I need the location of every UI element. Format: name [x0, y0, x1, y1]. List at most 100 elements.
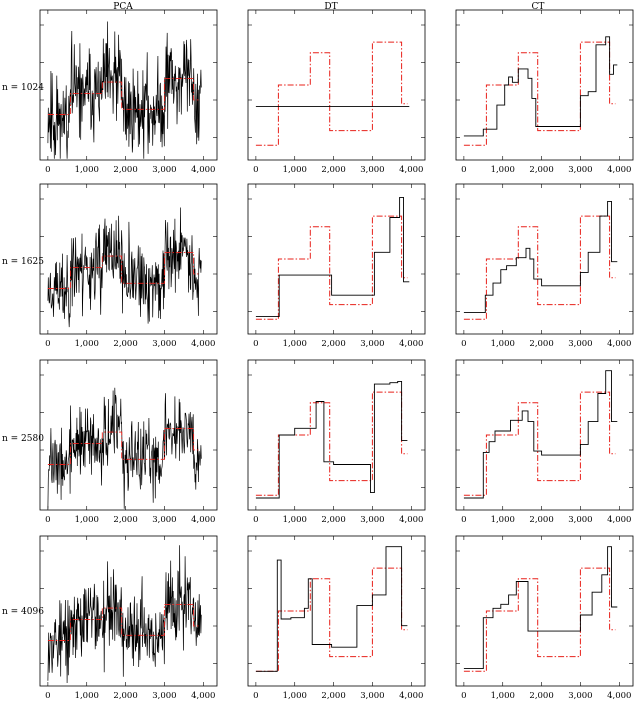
- x-tick-label: 4,000: [191, 165, 215, 175]
- estimate-series-line: [463, 370, 618, 499]
- x-tick-label: 2,000: [321, 691, 345, 701]
- panel-frame: [247, 183, 426, 335]
- x-tick-label: 0: [461, 339, 466, 349]
- x-tick-label: 2,000: [321, 165, 345, 175]
- x-tick-label: 4,000: [399, 165, 423, 175]
- x-tick-label: 3,000: [360, 691, 384, 701]
- x-tick-label: 3,000: [568, 339, 592, 349]
- estimate-series-line: [255, 546, 408, 672]
- x-tick-label: 1,000: [491, 691, 515, 701]
- x-tick-label: 4,000: [399, 339, 423, 349]
- reference-series-line: [255, 215, 408, 320]
- x-tick-label: 0: [461, 691, 466, 701]
- x-tick-label: 0: [461, 165, 466, 175]
- panel-frame: [39, 535, 218, 687]
- row-label-4096: n = 4096: [2, 607, 44, 617]
- reference-series-line: [463, 567, 616, 672]
- x-tick-label: 0: [253, 691, 258, 701]
- x-tick-label: 0: [45, 339, 50, 349]
- x-tick-label: 2,000: [113, 691, 137, 701]
- x-tick-label: 2,000: [113, 339, 137, 349]
- x-tick-label: 0: [45, 691, 50, 701]
- x-tick-label: 3,000: [152, 165, 176, 175]
- x-tick-label: 2,000: [113, 165, 137, 175]
- row-label-2580: n = 2580: [2, 434, 44, 444]
- x-tick-label: 1,000: [75, 691, 99, 701]
- estimate-series-line: [463, 546, 618, 670]
- x-tick-label: 2,000: [321, 515, 345, 525]
- column-title-ct: CT: [532, 2, 545, 12]
- estimate-series-line: [255, 380, 408, 499]
- panel-ct-n1024: 0 1,000 2,000 3,000 4,000: [455, 9, 634, 175]
- x-tick-label: 0: [461, 515, 466, 525]
- panel-dt-n1625: 0 1,000 2,000 3,000 4,000: [247, 183, 426, 349]
- reference-series-line: [47, 603, 200, 641]
- reference-series-line: [463, 41, 616, 146]
- x-tick-label: 2,000: [113, 515, 137, 525]
- row-label-1024: n = 1024: [2, 83, 44, 93]
- panel-pca-n2580: 0 1,000 2,000 3,000 4,000: [39, 359, 218, 525]
- x-tick-label: 0: [45, 165, 50, 175]
- panel-pca-n1024: 0 1,000 2,000 3,000 4,000: [39, 9, 218, 175]
- x-tick-label: 0: [253, 165, 258, 175]
- x-tick-label: 1,000: [75, 515, 99, 525]
- panel-frame: [39, 183, 218, 335]
- reference-series-line: [47, 77, 200, 115]
- x-tick-label: 4,000: [607, 691, 631, 701]
- panel-frame: [39, 9, 218, 161]
- panel-frame: [247, 535, 426, 687]
- column-title-pca: PCA: [113, 2, 133, 12]
- x-tick-label: 1,000: [283, 515, 307, 525]
- x-tick-label: 0: [253, 339, 258, 349]
- x-tick-label: 4,000: [191, 339, 215, 349]
- estimate-series-line: [463, 36, 618, 137]
- x-tick-label: 0: [45, 515, 50, 525]
- x-tick-label: 3,000: [152, 515, 176, 525]
- x-tick-label: 4,000: [191, 515, 215, 525]
- row-label-1625: n = 1625: [2, 257, 44, 267]
- x-tick-label: 3,000: [568, 691, 592, 701]
- panel-pca-n1625: 0 1,000 2,000 3,000 4,000: [39, 183, 218, 349]
- observed-series-line: [47, 207, 202, 328]
- reference-series-line: [255, 567, 408, 672]
- x-tick-label: 3,000: [152, 691, 176, 701]
- x-tick-label: 1,000: [283, 691, 307, 701]
- panel-dt-n4096: 0 1,000 2,000 3,000 4,000: [247, 535, 426, 701]
- panel-frame: [247, 9, 426, 161]
- panel-frame: [39, 359, 218, 511]
- panel-ct-n4096: 0 1,000 2,000 3,000 4,000: [455, 535, 634, 701]
- x-tick-label: 3,000: [152, 339, 176, 349]
- panel-ct-n1625: 0 1,000 2,000 3,000 4,000: [455, 183, 634, 349]
- x-tick-label: 4,000: [607, 515, 631, 525]
- observed-series-line: [47, 21, 202, 159]
- estimate-series-line: [463, 200, 618, 314]
- x-tick-label: 4,000: [191, 691, 215, 701]
- x-tick-label: 2,000: [529, 165, 553, 175]
- x-tick-label: 4,000: [399, 515, 423, 525]
- x-tick-label: 4,000: [607, 339, 631, 349]
- panel-frame: [247, 359, 426, 511]
- x-tick-label: 2,000: [529, 339, 553, 349]
- x-tick-label: 0: [253, 515, 258, 525]
- x-tick-label: 3,000: [568, 165, 592, 175]
- x-tick-label: 4,000: [607, 165, 631, 175]
- column-title-dt: DT: [324, 2, 337, 12]
- reference-series-line: [255, 41, 408, 146]
- x-tick-label: 1,000: [75, 339, 99, 349]
- panel-frame: [455, 359, 634, 511]
- x-tick-label: 3,000: [360, 165, 384, 175]
- estimate-series-line: [255, 196, 410, 318]
- reference-series-line: [463, 215, 616, 320]
- x-tick-label: 2,000: [529, 515, 553, 525]
- observed-series-line: [47, 545, 202, 684]
- panel-frame: [455, 9, 634, 161]
- panel-pca-n4096: 0 1,000 2,000 3,000 4,000: [39, 535, 218, 701]
- observed-series-line: [47, 387, 202, 509]
- x-tick-label: 3,000: [360, 339, 384, 349]
- panel-frame: [455, 183, 634, 335]
- reference-series-line: [463, 391, 616, 496]
- x-tick-label: 1,000: [75, 165, 99, 175]
- panel-grid: 0 1,000 2,000 3,000 4,000 0 1,000 2,000 3,000 4,0…: [39, 9, 634, 701]
- x-tick-label: 2,000: [529, 691, 553, 701]
